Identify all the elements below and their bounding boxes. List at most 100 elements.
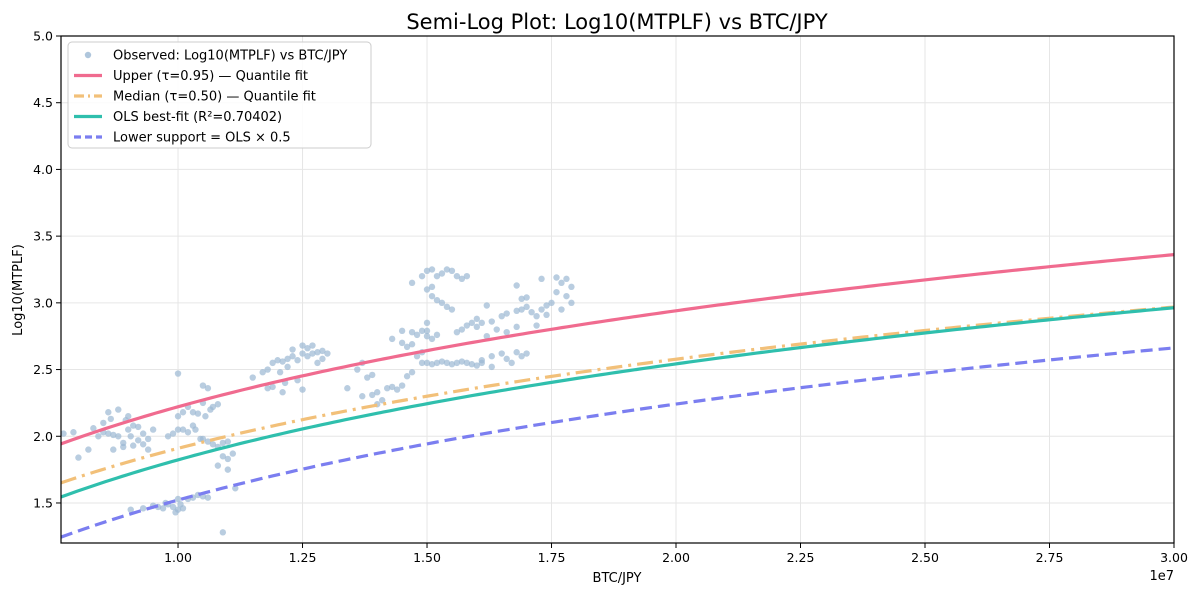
scatter-point <box>169 430 177 437</box>
scatter-point <box>523 350 530 357</box>
x-tick-label: 2.75 <box>1036 550 1064 565</box>
scatter-point <box>428 292 436 300</box>
scatter-point <box>418 272 426 280</box>
scatter-point <box>125 426 132 433</box>
scatter-point <box>197 435 204 443</box>
scatter-point <box>553 288 560 296</box>
scatter-point <box>468 361 476 368</box>
scatter-point <box>219 453 227 460</box>
scatter-point <box>448 306 456 313</box>
scatter-point <box>90 425 97 432</box>
scatter-point <box>344 385 351 392</box>
scatter-point <box>543 302 550 309</box>
scatter-point <box>563 292 570 300</box>
scatter-point <box>105 430 112 437</box>
scatter-point <box>518 306 525 313</box>
scatter-point <box>433 331 441 339</box>
scatter-point <box>568 283 575 291</box>
scatter-point <box>448 361 456 368</box>
legend-label: Upper (τ=0.95) — Quantile fit <box>113 69 308 84</box>
scatter-point <box>433 359 441 367</box>
scatter-point <box>224 455 232 463</box>
scatter-point <box>130 422 137 429</box>
scatter-point <box>398 327 406 335</box>
scatter-point <box>144 446 152 453</box>
scatter-point <box>433 272 441 280</box>
scatter-point <box>388 335 396 343</box>
scatter-point <box>110 446 117 453</box>
y-tick-label: 1.5 <box>33 495 53 510</box>
scatter-point <box>164 433 172 440</box>
scatter-point <box>398 339 406 347</box>
scatter-point <box>438 358 446 365</box>
scatter-point <box>468 319 476 327</box>
scatter-point <box>309 342 316 349</box>
scatter-point <box>428 361 436 368</box>
legend-box <box>67 41 372 149</box>
scatter-point <box>463 322 471 329</box>
scatter-point <box>224 466 232 473</box>
plot-frame <box>60 35 1175 544</box>
scatter-point <box>324 350 331 357</box>
scatter-point <box>289 353 296 360</box>
scatter-point <box>563 275 570 283</box>
scatter-point <box>548 299 555 307</box>
scatter-point <box>408 369 416 376</box>
scatter-point <box>264 385 271 392</box>
scatter-point <box>528 308 535 316</box>
scatter-point <box>214 401 222 408</box>
scatter-point <box>493 326 500 333</box>
scatter-point <box>192 426 199 433</box>
scatter-point <box>413 331 421 339</box>
series-line <box>61 346 1174 539</box>
scatter-point <box>194 410 202 417</box>
scatter-point <box>214 462 222 469</box>
series-line <box>61 305 1174 485</box>
y-axis-label: Log10(MTPLF) <box>11 244 26 336</box>
scatter-point <box>61 430 67 437</box>
scatter-point <box>134 423 142 431</box>
scatter-point <box>139 505 147 512</box>
scatter-point <box>408 328 416 336</box>
scatter-point <box>70 429 77 436</box>
scatter-point <box>388 383 396 391</box>
scatter-point <box>354 366 361 373</box>
scatter-point <box>219 439 227 447</box>
x-tick-label: 2.50 <box>911 550 939 565</box>
series-line <box>61 253 1174 446</box>
scatter-point <box>428 335 436 343</box>
scatter-point <box>418 327 426 335</box>
scatter-point <box>513 323 520 331</box>
scatter-point <box>304 353 311 360</box>
scatter-point <box>284 355 291 363</box>
scatter-point <box>498 350 505 357</box>
legend-label: Median (τ=0.50) — Quantile fit <box>113 90 316 105</box>
scatter-point <box>75 454 82 461</box>
scatter-point <box>568 299 575 307</box>
x-tick-label: 1.00 <box>164 550 192 565</box>
x-axis: 1.00 1.25 1.50 1.75 2.00 2.25 2.50 2.75 3.00 <box>164 543 1188 565</box>
scatter-point <box>202 413 209 420</box>
scatter-point <box>423 332 431 340</box>
scatter-point <box>127 506 134 513</box>
y-tick-label: 2.0 <box>33 429 53 444</box>
scatter-point <box>513 282 520 289</box>
scatter-point <box>259 369 266 376</box>
scatter-point <box>438 270 446 277</box>
scatter-point <box>498 312 505 320</box>
scatter-point <box>374 389 381 396</box>
scatter-point <box>453 328 461 336</box>
y-tick-label: 4.0 <box>33 162 53 177</box>
scatter-point <box>518 353 525 360</box>
scatter-point <box>229 450 237 457</box>
scatter-point <box>408 279 416 287</box>
scatter-point <box>264 366 271 373</box>
scatter-point <box>423 286 431 293</box>
scatter-point <box>453 272 461 280</box>
scatter-point <box>364 374 371 381</box>
scatter-point <box>184 429 192 436</box>
scatter-point <box>423 319 431 327</box>
scatter-point <box>558 306 565 313</box>
legend-marker <box>84 51 92 59</box>
scatter-point <box>478 319 485 327</box>
